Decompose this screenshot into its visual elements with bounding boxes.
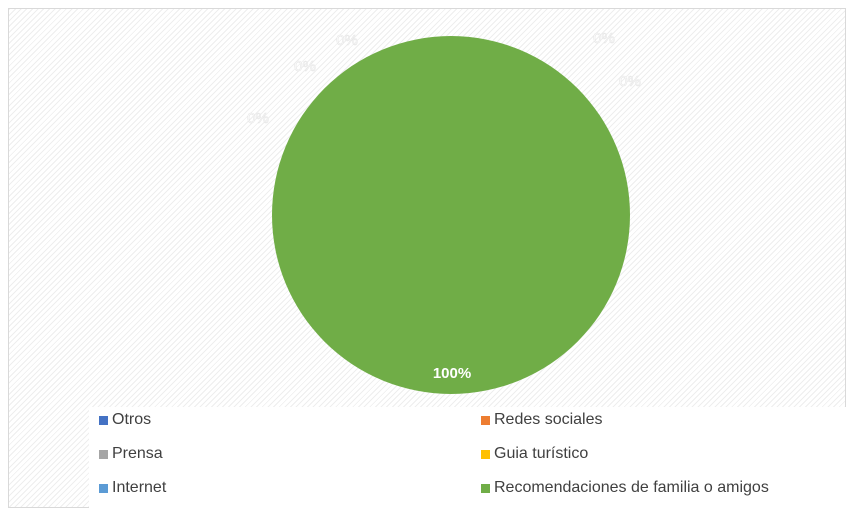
legend-label: Recomendaciones de familia o amigos: [494, 479, 769, 496]
legend-item-guia-tur-stico: Guia turístico: [481, 445, 588, 463]
pie-slice-recomendaciones-de-familia-o-amigos: [272, 36, 630, 394]
chart-area: 0% 0% 0% 0% 0% 100% Otros Redes sociales Prensa…: [8, 8, 848, 509]
data-label-recomendaciones-de-familia-o-amigos: 100%: [433, 365, 471, 382]
data-label-otros: 0%: [336, 32, 358, 49]
legend-swatch: [481, 415, 490, 425]
legend-label: Otros: [112, 411, 152, 428]
legend-swatch: [99, 415, 108, 425]
legend-item-prensa: Prensa: [99, 445, 163, 463]
data-label-guia-tur-stico: 0%: [619, 73, 641, 90]
data-label-redes-sociales: 0%: [593, 30, 615, 47]
legend-swatch: [99, 483, 108, 493]
legend-swatch: [481, 449, 490, 459]
legend: Otros Redes sociales Prensa Guia turístico I…: [89, 407, 848, 509]
legend-item-recomendaciones-de-familia-o-amigos: Recomendaciones de familia o amigos: [481, 479, 769, 497]
legend-swatch: [99, 449, 108, 459]
legend-label: Guia turístico: [494, 445, 589, 462]
pie-chart: 0% 0% 0% 0% 0% 100%: [247, 30, 641, 394]
legend-label: Prensa: [112, 445, 163, 462]
legend-item-internet: Internet: [99, 479, 166, 497]
legend-item-redes-sociales: Redes sociales: [481, 411, 603, 429]
data-label-prensa: 0%: [294, 58, 316, 75]
legend-label: Redes sociales: [494, 411, 603, 428]
legend-label: Internet: [112, 479, 167, 496]
data-label-internet: 0%: [247, 110, 269, 127]
legend-swatch: [481, 483, 490, 493]
legend-item-otros: Otros: [99, 411, 151, 429]
